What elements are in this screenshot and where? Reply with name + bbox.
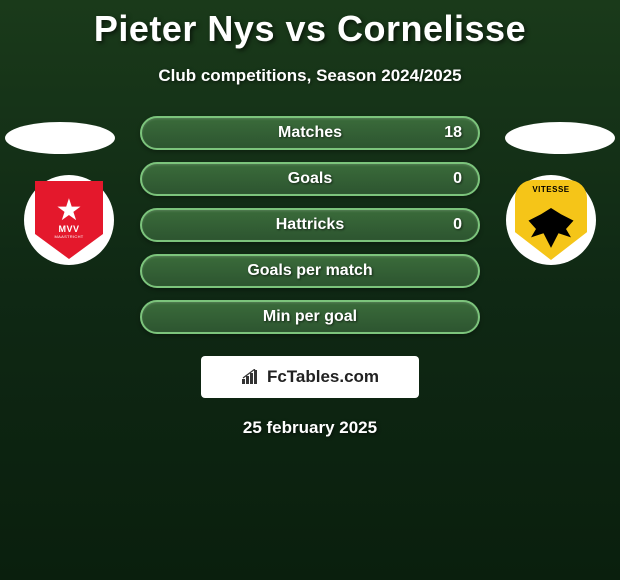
branding-box: FcTables.com	[201, 356, 419, 398]
stat-right-value: 18	[444, 124, 462, 142]
stat-row-hattricks: Hattricks 0	[140, 208, 480, 242]
club-right-name: VITESSE	[515, 180, 587, 198]
club-badge-left: ★ MVV MAASTRICHT	[24, 175, 114, 265]
stat-label: Matches	[278, 124, 342, 142]
stat-right-value: 0	[453, 216, 462, 234]
page-subtitle: Club competitions, Season 2024/2025	[0, 66, 620, 86]
club-left-sub: MAASTRICHT	[55, 234, 84, 239]
stat-label: Hattricks	[276, 216, 344, 234]
stat-row-goals: Goals 0	[140, 162, 480, 196]
club-left-name: MVV	[58, 224, 79, 234]
club-badge-right: VITESSE	[506, 175, 596, 265]
date-text: 25 february 2025	[0, 418, 620, 438]
stat-right-value: 0	[453, 170, 462, 188]
stat-label: Goals	[288, 170, 332, 188]
page-title: Pieter Nys vs Cornelisse	[0, 0, 620, 50]
stat-label: Min per goal	[263, 308, 357, 326]
chart-icon	[241, 369, 261, 385]
eagle-icon	[526, 208, 576, 250]
player-photo-left	[5, 122, 115, 154]
stat-row-min-per-goal: Min per goal	[140, 300, 480, 334]
stat-label: Goals per match	[247, 262, 372, 280]
stat-row-matches: Matches 18	[140, 116, 480, 150]
branding-text: FcTables.com	[267, 367, 379, 387]
vitesse-badge-icon: VITESSE	[515, 180, 587, 260]
player-photo-right	[505, 122, 615, 154]
star-icon: ★	[56, 196, 83, 226]
mvv-shield-icon: ★ MVV MAASTRICHT	[35, 181, 103, 259]
stat-row-goals-per-match: Goals per match	[140, 254, 480, 288]
